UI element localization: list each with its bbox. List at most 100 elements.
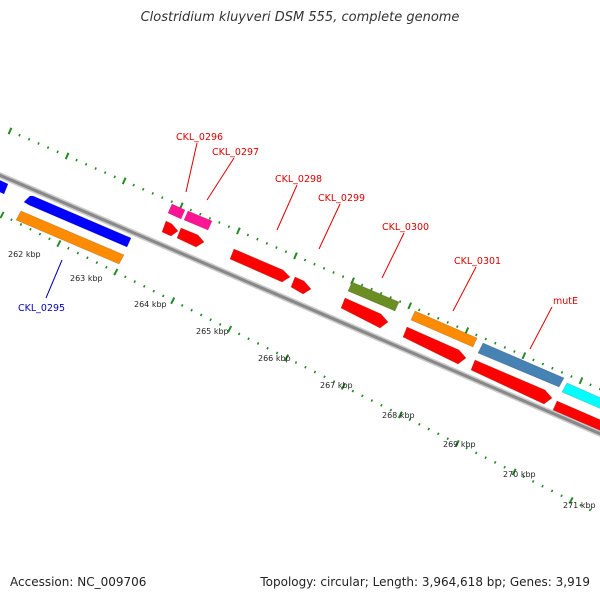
outer-minor-tick: [284, 250, 288, 254]
inner-minor-tick: [48, 237, 51, 241]
outer-minor-tick: [56, 150, 59, 154]
inner-minor-tick: [105, 265, 108, 269]
gene-label-mute[interactable]: mutE: [553, 296, 578, 307]
gene-label-ckl0299[interactable]: CKL_0299: [318, 193, 365, 204]
inner-minor-tick: [86, 256, 89, 260]
outer-minor-tick: [113, 175, 116, 179]
inner-major-tick: [0, 211, 5, 219]
feature-cyan-next[interactable]: [561, 382, 600, 411]
feature-pink-ckl0297[interactable]: [183, 210, 213, 231]
feature-red-next[interactable]: [552, 400, 600, 433]
outer-minor-tick: [332, 271, 335, 274]
feature-red-ckl0299[interactable]: [290, 276, 312, 295]
leader-lines: [45, 142, 553, 350]
feature-red-ckl0301[interactable]: [402, 326, 467, 365]
feature-olive-ckl0300[interactable]: [347, 281, 400, 312]
scale-label-271: 271 kbp: [563, 501, 596, 510]
outer-major-tick: [464, 327, 470, 335]
gene-label-ckl0297[interactable]: CKL_0297: [212, 147, 259, 158]
outer-minor-tick: [322, 266, 326, 270]
inner-minor-tick: [474, 451, 478, 455]
outer-minor-tick: [427, 312, 430, 316]
inner-minor-tick: [124, 275, 127, 279]
outer-minor-tick: [37, 142, 40, 145]
gene-label-ckl0301[interactable]: CKL_0301: [454, 256, 501, 267]
feature-steelblue-mute[interactable]: [477, 342, 565, 388]
inner-minor-tick: [76, 251, 80, 255]
genome-summary-text: Topology: circular; Length: 3,964,618 bp…: [260, 575, 590, 589]
inner-minor-tick: [152, 289, 156, 293]
inner-minor-tick: [275, 351, 279, 355]
inner-minor-tick: [304, 365, 307, 369]
outer-minor-tick: [379, 291, 383, 295]
outer-minor-tick: [456, 325, 459, 329]
scale-label-263: 263 kbp: [70, 274, 103, 283]
inner-major-tick: [397, 411, 403, 419]
inner-minor-tick: [38, 232, 42, 236]
outer-major-tick: [521, 352, 527, 360]
feature-track: [0, 178, 600, 433]
inner-minor-tick: [190, 308, 193, 312]
gene-label-ckl0298[interactable]: CKL_0298: [275, 174, 322, 185]
inner-minor-tick: [218, 323, 222, 326]
outer-minor-tick: [75, 158, 78, 162]
inner-minor-tick: [161, 294, 165, 298]
outer-minor-tick: [360, 283, 364, 287]
scale-label-269: 269 kbp: [443, 440, 476, 449]
outer-minor-tick: [256, 237, 259, 241]
inner-minor-tick: [294, 361, 298, 364]
inner-minor-tick: [266, 346, 269, 350]
feature-red-ckl0298[interactable]: [229, 248, 291, 283]
gene-label-ckl0300[interactable]: CKL_0300: [382, 222, 429, 233]
feature-red-ckl0297[interactable]: [176, 227, 205, 248]
inner-minor-tick: [67, 246, 70, 250]
outer-minor-tick: [199, 212, 202, 216]
feature-orange-ckl0301[interactable]: [410, 310, 478, 348]
outer-major-tick: [236, 227, 241, 235]
feature-orange-ckl0295[interactable]: [15, 210, 125, 265]
feature-red-mute[interactable]: [470, 359, 553, 405]
outer-major-tick: [293, 252, 298, 260]
inner-minor-tick: [484, 456, 487, 460]
outer-major-tick: [64, 152, 70, 160]
leader-line-mute: [529, 306, 553, 350]
outer-minor-tick: [170, 200, 174, 204]
inner-minor-tick: [418, 422, 421, 426]
feature-blue-ckl0295[interactable]: [23, 195, 132, 248]
gene-label-ckl0296[interactable]: CKL_0296: [176, 132, 223, 143]
feature-red-ckl0300[interactable]: [340, 297, 389, 329]
inner-minor-tick: [209, 318, 212, 322]
scale-label-262: 262 kbp: [8, 250, 41, 259]
feature-blue-edge[interactable]: [0, 178, 9, 195]
inner-minor-tick: [29, 227, 32, 231]
outer-minor-tick: [551, 366, 554, 370]
inner-major-tick: [568, 496, 574, 505]
outer-minor-tick: [246, 233, 250, 237]
outer-minor-tick: [275, 246, 278, 249]
leader-line-ckl0301: [452, 266, 477, 312]
outer-minor-tick: [218, 221, 221, 224]
inner-minor-tick: [560, 494, 563, 498]
outer-minor-tick: [227, 225, 231, 229]
inner-minor-tick: [180, 303, 184, 307]
inner-minor-tick: [436, 432, 440, 436]
leader-line-ckl0298: [276, 184, 298, 231]
outer-minor-tick: [94, 167, 97, 170]
inner-minor-tick: [247, 337, 250, 341]
map-title: Clostridium kluyveri DSM 555, complete g…: [140, 10, 460, 25]
inner-minor-tick: [531, 480, 535, 483]
scale-label-268: 268 kbp: [382, 411, 415, 420]
feature-pink-ckl0296[interactable]: [167, 203, 186, 220]
outer-minor-tick: [265, 241, 269, 245]
gene-label-ckl0295[interactable]: CKL_0295: [18, 303, 65, 314]
feature-red-ckl0296[interactable]: [161, 220, 179, 237]
outer-tick-ring: [7, 127, 600, 391]
inner-major-tick: [511, 468, 517, 476]
outer-minor-tick: [513, 350, 516, 353]
inner-minor-tick: [493, 460, 497, 464]
inner-minor-tick: [237, 332, 241, 336]
inner-major-tick: [340, 382, 346, 390]
scale-labels: 262 kbp 263 kbp 264 kbp 265 kbp 266 kbp …: [8, 250, 596, 510]
inner-minor-tick: [446, 437, 450, 441]
